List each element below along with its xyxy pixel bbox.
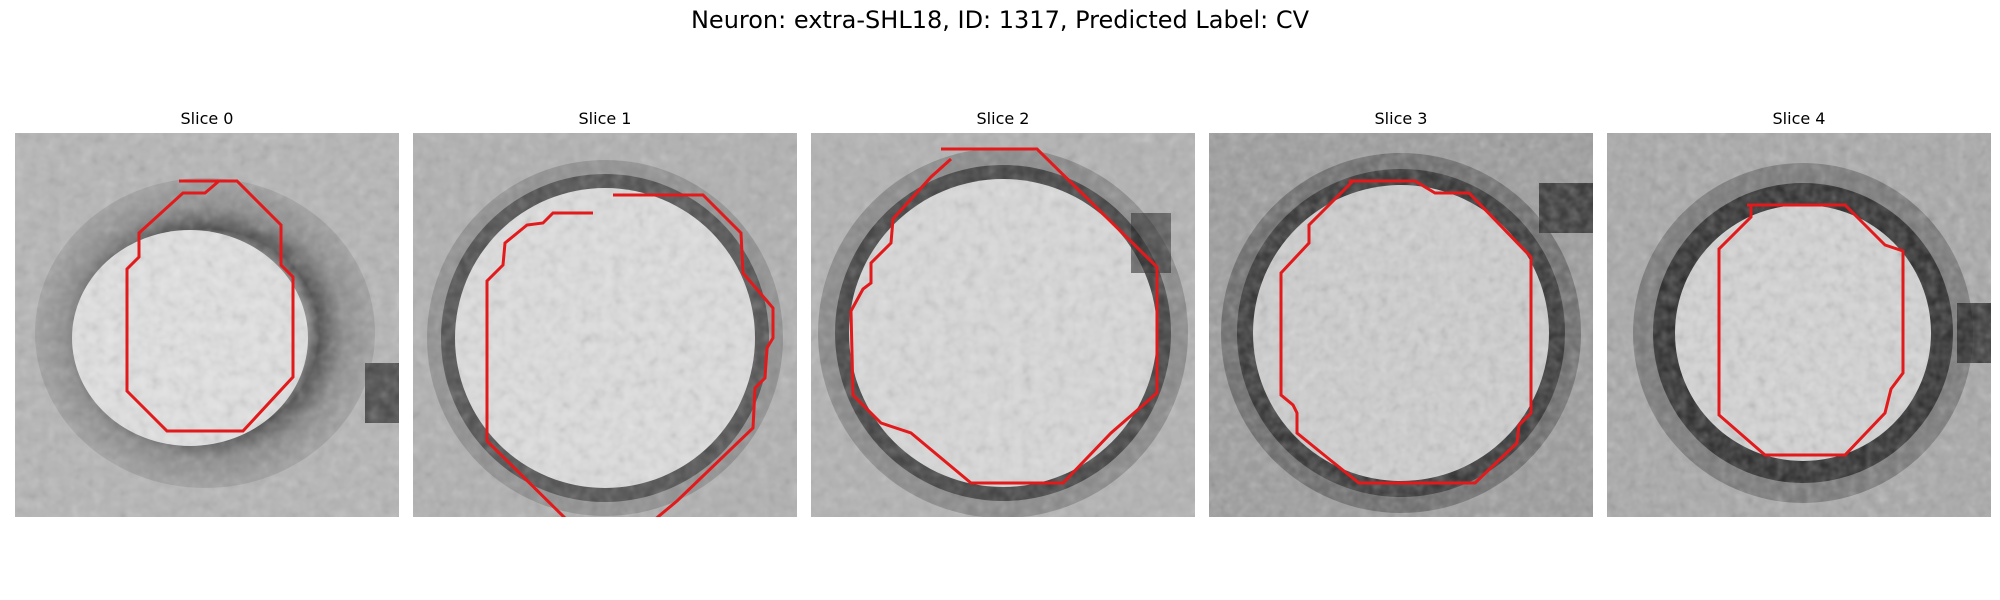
slice-title: Slice 4 [1772, 109, 1826, 128]
slice-panel-2: Slice 2 [811, 108, 1195, 517]
slice-panel-3: Slice 3 [1209, 108, 1593, 517]
segmentation-contour [1717, 203, 1905, 457]
slice-image-3 [1209, 133, 1593, 517]
segmentation-contour [1279, 179, 1533, 485]
slice-title: Slice 2 [976, 109, 1030, 128]
figure-title: Neuron: extra-SHL18, ID: 1317, Predicted… [690, 6, 1310, 34]
slice-image-2 [811, 133, 1195, 517]
segmentation-contour [125, 179, 295, 433]
slice-image-1 [413, 133, 797, 517]
segmentation-contour [849, 147, 1159, 485]
slice-title: Slice 0 [180, 109, 234, 128]
slice-panel-0: Slice 0 [15, 108, 399, 517]
segmentation-contour [485, 193, 775, 517]
slice-title: Slice 3 [1374, 109, 1428, 128]
slice-title: Slice 1 [578, 109, 632, 128]
slice-image-4 [1607, 133, 1991, 517]
slice-panel-4: Slice 4 [1607, 108, 1991, 517]
slice-panel-1: Slice 1 [413, 108, 797, 517]
slice-image-0 [15, 133, 399, 517]
